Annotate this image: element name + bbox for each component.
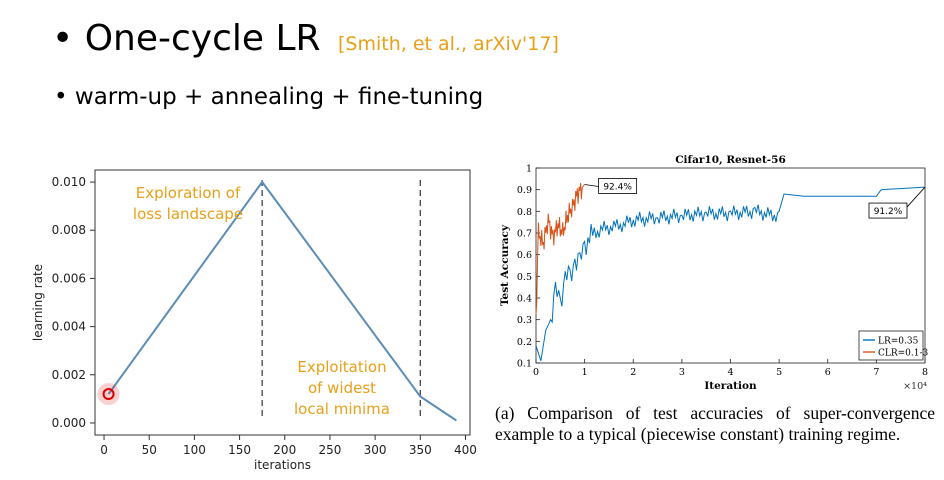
x-tick-label: 50 (142, 443, 157, 457)
x-tick-label: 8 (922, 367, 928, 378)
start-marker (102, 388, 115, 401)
y-tick-label: 0.8 (517, 207, 532, 218)
x-tick-label: 350 (409, 443, 432, 457)
y-axis-label: Test Accuracy (499, 224, 511, 306)
y-tick-label: 0.4 (517, 294, 532, 305)
bullet-1: • (52, 18, 74, 59)
x-tick-label: 250 (318, 443, 341, 457)
callout-box (598, 178, 638, 194)
x-tick-label: 4 (727, 367, 733, 378)
y-tick-label: 0.6 (517, 250, 532, 261)
y-tick-label: 0.004 (52, 320, 86, 334)
y-tick-label: 0.1 (517, 359, 532, 370)
y-tick-label: 0.3 (517, 315, 532, 326)
lr-schedule-chart: 0 50 100 150 200 250 300 350 400 0.000 0.002 0.004 0… (31, 169, 477, 472)
bullet-2: • (54, 84, 68, 110)
citation: [Smith, et al., arXiv'17] (338, 33, 559, 55)
y-tick-label: 1 (526, 164, 532, 175)
slide-subtitle: • warm-up + annealing + fine-tuning (54, 84, 483, 110)
annotation-exploitation: local minima (294, 400, 390, 418)
callout-pointer (584, 184, 599, 187)
annotation-exploration: loss landscape (133, 205, 243, 223)
y-tick-label: 0.002 (52, 368, 86, 382)
series-line-clr (535, 183, 585, 315)
figure-caption: (a) Comparison of test accuracies of sup… (495, 403, 935, 444)
subtitle-text: warm-up + annealing + fine-tuning (74, 84, 484, 110)
x-tick-label: 0 (533, 367, 539, 378)
annotation-exploitation: Exploitation (297, 358, 386, 376)
chart-title: Cifar10, Resnet-56 (675, 154, 786, 166)
legend-label: LR=0.35 (878, 337, 919, 347)
x-tick-label: 6 (825, 367, 831, 378)
x-tick-label: 3 (679, 367, 685, 378)
series-line-lr (535, 186, 926, 361)
x-tick-label: 400 (454, 443, 477, 457)
y-tick-label: 0.006 (52, 271, 86, 285)
annotation-exploitation: of widest (308, 379, 376, 397)
x-tick-label: 100 (183, 443, 206, 457)
y-tick-label: 0.000 (52, 416, 86, 430)
plot-frame (94, 169, 471, 436)
x-axis-label: Iteration (704, 380, 757, 392)
y-tick-label: 0.008 (52, 223, 86, 237)
x-tick-label: 150 (228, 443, 251, 457)
callout-text: 91.2% (874, 207, 903, 217)
y-tick-label: 0.9 (517, 185, 532, 196)
legend-box (858, 330, 924, 361)
legend-label: CLR=0.1-3 (878, 349, 929, 359)
x-tick-label: 2 (630, 367, 636, 378)
x-tick-label: 1 (582, 367, 588, 378)
accuracy-chart: Cifar10, Resnet-56 0 1 2 3 4 5 6 7 8 0.1 0.2 0.3 0.4 0… (499, 154, 929, 392)
lr-series-line (107, 180, 457, 422)
y-tick-label: 0.010 (52, 175, 86, 189)
y-tick-label: 0.7 (517, 229, 532, 240)
x-tick-label: 5 (776, 367, 782, 378)
y-tick-label: 0.2 (517, 337, 532, 348)
x-tick-label: 7 (873, 367, 879, 378)
annotation-exploration: Exploration of (136, 184, 241, 202)
x-tick-label: 300 (364, 443, 387, 457)
callout-box (868, 202, 908, 219)
callout-text: 92.4% (603, 182, 632, 192)
slide-title: • One-cycle LR [Smith, et al., arXiv'17] (52, 18, 559, 59)
x-multiplier: ×10⁴ (903, 381, 927, 392)
x-tick-label: 200 (273, 443, 296, 457)
x-tick-label: 0 (100, 443, 108, 457)
title-text: One-cycle LR (84, 18, 321, 59)
y-tick-label: 0.5 (517, 272, 532, 283)
x-axis-label: iterations (254, 458, 311, 472)
y-axis-label: learning rate (31, 264, 45, 341)
start-marker-glow (97, 383, 120, 406)
callout-pointer (906, 186, 926, 208)
